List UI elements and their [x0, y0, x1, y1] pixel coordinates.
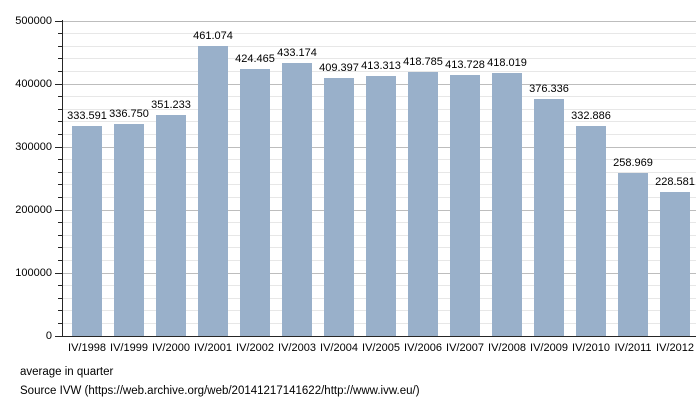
bar-value-label: 418.785	[403, 56, 443, 69]
x-axis-line	[61, 335, 696, 337]
bar-value-label: 413.728	[445, 59, 485, 72]
bar-value-label: 376.336	[529, 82, 569, 95]
bar	[282, 63, 312, 336]
bar-value-label: 228.581	[655, 175, 695, 188]
chart-source: Source IVW (https://web.archive.org/web/…	[20, 385, 420, 397]
bar-value-label: 413.313	[361, 59, 401, 72]
x-tick-label: IV/1998	[68, 342, 106, 354]
x-tick-label: IV/2011	[614, 342, 652, 354]
x-tick-label: IV/2005	[362, 342, 400, 354]
bar	[534, 98, 564, 336]
y-axis-line	[61, 20, 63, 337]
y-minor-tick	[58, 247, 62, 249]
y-minor-tick	[58, 234, 62, 236]
bar	[408, 72, 438, 336]
y-tick-label: 100000	[15, 267, 52, 279]
y-minor-tick	[58, 297, 62, 299]
bar-value-label: 418.019	[487, 56, 527, 69]
y-minor-tick	[58, 259, 62, 261]
x-tick-label: IV/1999	[110, 342, 148, 354]
bar-value-label: 424.465	[235, 52, 275, 65]
y-minor-tick	[58, 58, 62, 60]
y-minor-tick	[58, 108, 62, 110]
bar	[240, 68, 270, 336]
y-gridline-minor	[63, 33, 696, 35]
bar-value-label: 409.397	[319, 62, 359, 75]
y-minor-tick	[58, 310, 62, 312]
bar-value-label: 461.074	[193, 29, 233, 42]
x-tick-label: IV/2007	[446, 342, 484, 354]
bar	[576, 126, 606, 336]
x-tick-label: IV/2010	[572, 342, 610, 354]
y-minor-tick	[58, 45, 62, 47]
y-minor-tick	[58, 133, 62, 135]
chart-footer: average in quarter Source IVW (https://w…	[20, 363, 420, 400]
bar	[618, 172, 648, 336]
y-gridline-minor	[63, 58, 696, 60]
x-tick-label: IV/2008	[488, 342, 526, 354]
bar	[492, 72, 522, 336]
y-minor-tick	[58, 222, 62, 224]
y-minor-tick	[58, 121, 62, 123]
y-minor-tick	[58, 285, 62, 287]
bar-value-label: 332.886	[571, 110, 611, 123]
bar	[114, 123, 144, 336]
y-tick-label: 500000	[15, 15, 52, 27]
y-gridline-minor	[63, 45, 696, 47]
bar-value-label: 336.750	[109, 107, 149, 120]
y-minor-tick	[58, 159, 62, 161]
x-tick-label: IV/2006	[404, 342, 442, 354]
bar-value-label: 433.174	[277, 47, 317, 60]
y-minor-tick	[58, 70, 62, 72]
y-minor-tick	[58, 184, 62, 186]
x-tick-label: IV/2012	[656, 342, 694, 354]
bar-chart: 0 100000 200000 300000 400000 500000 333.591 IV…	[15, 15, 696, 354]
bar-value-label: 258.969	[613, 156, 653, 169]
y-major-tick	[55, 335, 62, 337]
bar	[72, 125, 102, 336]
x-tick-label: IV/2002	[236, 342, 274, 354]
y-minor-tick	[58, 171, 62, 173]
chart-note: average in quarter	[20, 366, 114, 378]
bar-value-label: 351.233	[151, 98, 191, 111]
y-tick-label: 300000	[15, 141, 52, 153]
y-minor-tick	[58, 322, 62, 324]
x-tick-label: IV/2003	[278, 342, 316, 354]
y-major-tick	[55, 146, 62, 148]
bar	[324, 78, 354, 336]
y-tick-label: 200000	[15, 204, 52, 216]
y-minor-tick	[58, 96, 62, 98]
x-tick-label: IV/2000	[152, 342, 190, 354]
x-tick-label: IV/2004	[320, 342, 358, 354]
bar	[450, 75, 480, 336]
y-major-tick	[55, 272, 62, 274]
y-tick-label: 0	[45, 330, 52, 342]
y-minor-tick	[58, 33, 62, 35]
x-tick-label: IV/2001	[194, 342, 232, 354]
bar	[366, 75, 396, 336]
y-major-tick	[55, 20, 62, 22]
bar	[198, 45, 228, 336]
y-minor-tick	[58, 196, 62, 198]
x-tick-label: IV/2009	[530, 342, 568, 354]
y-major-tick	[55, 83, 62, 85]
y-gridline-major	[63, 20, 696, 22]
y-gridline-minor	[63, 70, 696, 72]
bar	[156, 114, 186, 336]
bar	[660, 191, 690, 336]
bar-value-label: 333.591	[67, 109, 107, 122]
y-major-tick	[55, 209, 62, 211]
y-tick-label: 400000	[15, 78, 52, 90]
